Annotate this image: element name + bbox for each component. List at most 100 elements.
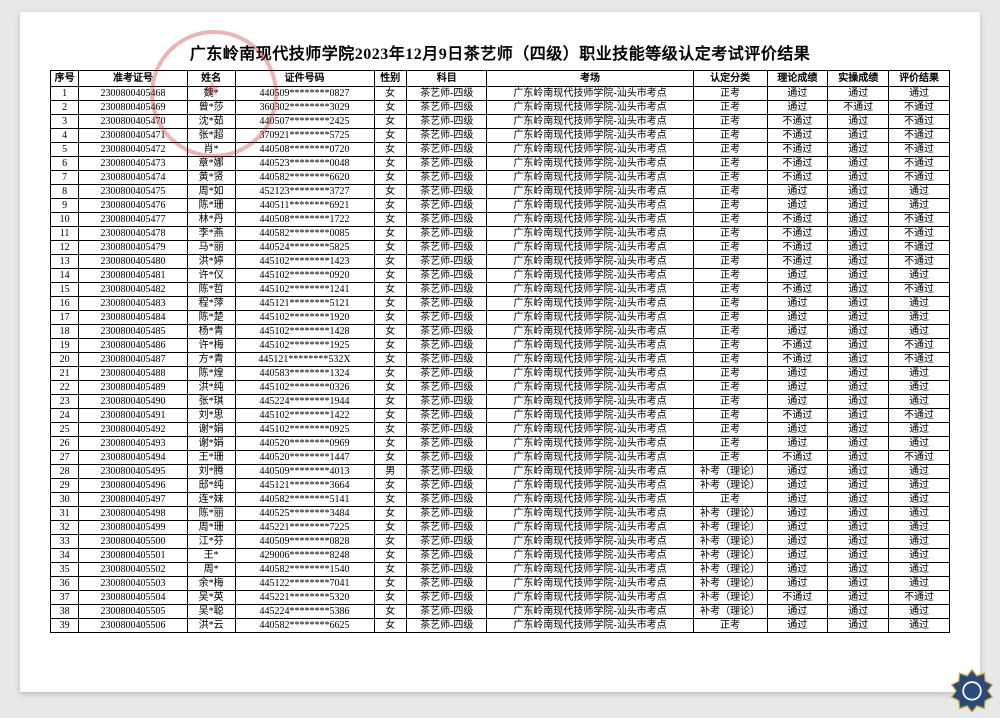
table-cell: 茶艺师-四级 — [407, 381, 487, 395]
table-cell: 女 — [374, 577, 407, 591]
table-cell: 通过 — [889, 269, 950, 283]
table-cell: 正考 — [693, 297, 767, 311]
table-cell: 2 — [51, 101, 79, 115]
col-admit: 准考证号 — [79, 71, 188, 87]
table-cell: 肖* — [187, 143, 235, 157]
table-cell: 江*芬 — [187, 535, 235, 549]
table-cell: 不通过 — [889, 227, 950, 241]
table-cell: 11 — [51, 227, 79, 241]
table-cell: 通过 — [767, 367, 828, 381]
table-cell: 通过 — [828, 423, 889, 437]
table-cell: 通过 — [767, 395, 828, 409]
table-cell: 不通过 — [889, 171, 950, 185]
table-cell: 通过 — [828, 269, 889, 283]
table-cell: 2300800405474 — [79, 171, 188, 185]
table-cell: 魏* — [187, 87, 235, 101]
table-cell: 通过 — [828, 437, 889, 451]
table-cell: 洪*婷 — [187, 255, 235, 269]
table-cell: 茶艺师-四级 — [407, 437, 487, 451]
table-cell: 广东岭南现代技师学院-汕头市考点 — [487, 423, 693, 437]
table-cell: 女 — [374, 367, 407, 381]
table-cell: 女 — [374, 549, 407, 563]
table-cell: 不通过 — [767, 129, 828, 143]
table-cell: 通过 — [889, 577, 950, 591]
table-cell: 通过 — [889, 479, 950, 493]
table-cell: 许*梅 — [187, 339, 235, 353]
table-cell: 36 — [51, 577, 79, 591]
table-row: 182300800405485杨*青445102********1428女茶艺师… — [51, 325, 950, 339]
table-cell: 女 — [374, 143, 407, 157]
table-cell: 茶艺师-四级 — [407, 577, 487, 591]
table-cell: 广东岭南现代技师学院-汕头市考点 — [487, 311, 693, 325]
table-cell: 周*珊 — [187, 521, 235, 535]
table-cell: 女 — [374, 535, 407, 549]
table-cell: 茶艺师-四级 — [407, 619, 487, 633]
table-cell: 通过 — [828, 535, 889, 549]
table-cell: 茶艺师-四级 — [407, 115, 487, 129]
table-cell: 女 — [374, 591, 407, 605]
table-cell: 19 — [51, 339, 79, 353]
table-cell: 不通过 — [889, 283, 950, 297]
table-cell: 不通过 — [889, 115, 950, 129]
table-cell: 补考（理论） — [693, 549, 767, 563]
table-cell: 445224********1944 — [235, 395, 374, 409]
table-cell: 通过 — [767, 563, 828, 577]
table-cell: 通过 — [828, 493, 889, 507]
table-row: 382300800405505吴*聪445224********5386女茶艺师… — [51, 605, 950, 619]
table-cell: 2300800405504 — [79, 591, 188, 605]
table-cell: 广东岭南现代技师学院-汕头市考点 — [487, 339, 693, 353]
col-practice: 实操成绩 — [828, 71, 889, 87]
col-name: 姓名 — [187, 71, 235, 87]
table-cell: 女 — [374, 451, 407, 465]
col-result: 评价结果 — [889, 71, 950, 87]
table-cell: 2300800405470 — [79, 115, 188, 129]
table-cell: 广东岭南现代技师学院-汕头市考点 — [487, 199, 693, 213]
table-cell: 17 — [51, 311, 79, 325]
table-cell: 女 — [374, 227, 407, 241]
table-cell: 补考（理论） — [693, 605, 767, 619]
table-cell: 2300800405476 — [79, 199, 188, 213]
table-row: 72300800405474黄*贤440582********6620女茶艺师-… — [51, 171, 950, 185]
table-cell: 茶艺师-四级 — [407, 451, 487, 465]
table-cell: 2300800405495 — [79, 465, 188, 479]
table-cell: 不通过 — [767, 241, 828, 255]
table-cell: 2300800405486 — [79, 339, 188, 353]
table-cell: 5 — [51, 143, 79, 157]
table-row: 202300800405487方*青445121********532X女茶艺师… — [51, 353, 950, 367]
table-body: 12300800405468魏*440509********0827女茶艺师-四… — [51, 87, 950, 633]
table-cell: 正考 — [693, 353, 767, 367]
table-cell: 通过 — [767, 101, 828, 115]
table-cell: 刘*思 — [187, 409, 235, 423]
table-cell: 正考 — [693, 269, 767, 283]
table-cell: 通过 — [767, 311, 828, 325]
col-idnum: 证件号码 — [235, 71, 374, 87]
table-cell: 女 — [374, 213, 407, 227]
table-row: 122300800405479马*丽440524********5825女茶艺师… — [51, 241, 950, 255]
table-cell: 2300800405472 — [79, 143, 188, 157]
table-cell: 女 — [374, 325, 407, 339]
table-cell: 440520********0969 — [235, 437, 374, 451]
table-cell: 2300800405505 — [79, 605, 188, 619]
table-cell: 通过 — [828, 521, 889, 535]
table-cell: 2300800405475 — [79, 185, 188, 199]
table-cell: 广东岭南现代技师学院-汕头市考点 — [487, 591, 693, 605]
table-cell: 程*萍 — [187, 297, 235, 311]
table-cell: 张*琪 — [187, 395, 235, 409]
table-cell: 32 — [51, 521, 79, 535]
table-row: 112300800405478李*燕440582********0085女茶艺师… — [51, 227, 950, 241]
table-cell: 2300800405489 — [79, 381, 188, 395]
table-cell: 不通过 — [767, 283, 828, 297]
table-cell: 23 — [51, 395, 79, 409]
table-cell: 440511********6921 — [235, 199, 374, 213]
table-cell: 通过 — [828, 157, 889, 171]
table-row: 22300800405469曾*莎360302********3029女茶艺师-… — [51, 101, 950, 115]
table-cell: 茶艺师-四级 — [407, 227, 487, 241]
table-cell: 440520********1447 — [235, 451, 374, 465]
table-cell: 10 — [51, 213, 79, 227]
table-cell: 茶艺师-四级 — [407, 423, 487, 437]
table-row: 12300800405468魏*440509********0827女茶艺师-四… — [51, 87, 950, 101]
table-cell: 445102********1422 — [235, 409, 374, 423]
table-row: 302300800405497连*妹440582********5141女茶艺师… — [51, 493, 950, 507]
table-cell: 8 — [51, 185, 79, 199]
table-cell: 14 — [51, 269, 79, 283]
